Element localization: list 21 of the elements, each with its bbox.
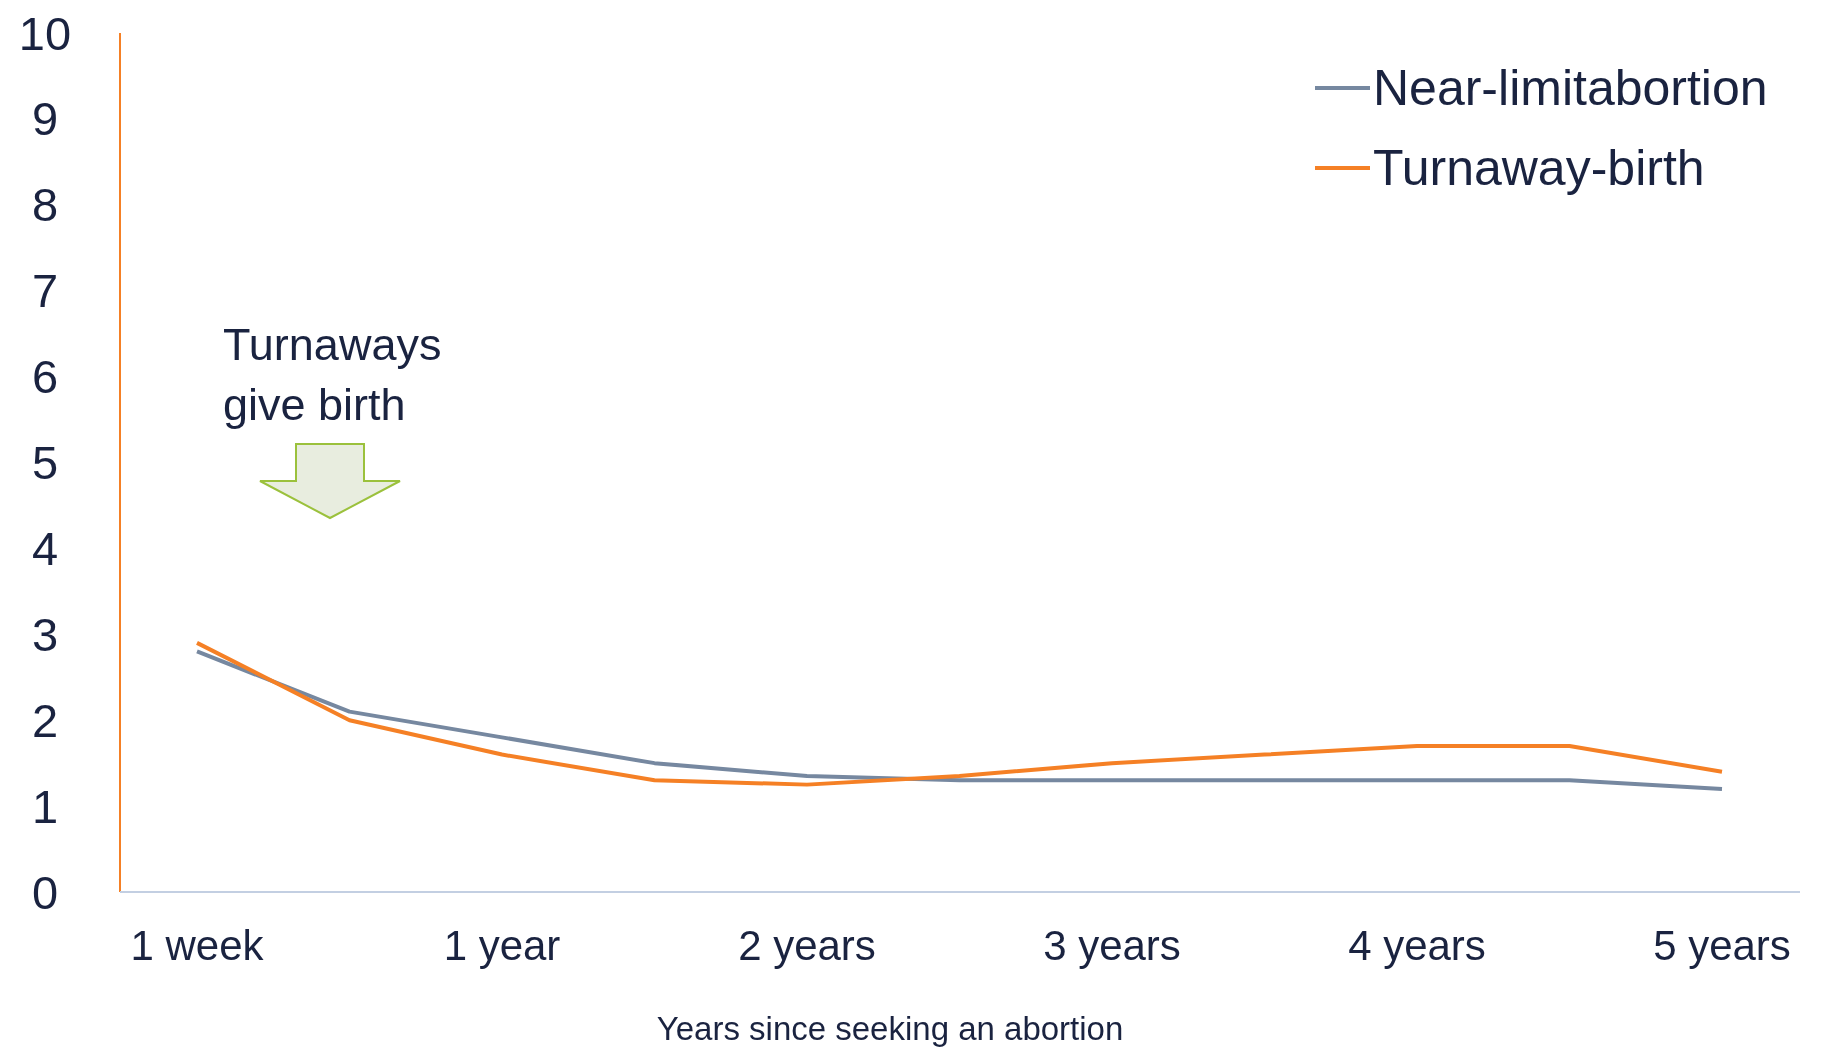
y-tick-label: 10 <box>18 6 72 60</box>
y-tick-label: 9 <box>31 92 59 146</box>
x-tick-label: 3 years <box>1043 922 1181 969</box>
y-tick-label: 2 <box>31 693 59 747</box>
y-tick-label: 8 <box>31 178 59 232</box>
y-tick-label: 4 <box>31 521 59 575</box>
y-tick-label: 5 <box>31 436 59 489</box>
y-tick-label: 1 <box>31 779 59 833</box>
x-tick-label: 1 year <box>443 922 561 969</box>
y-tick-label: 0 <box>31 865 59 919</box>
legend-label: Turnaway-birth <box>1373 140 1705 196</box>
y-tick-label: 3 <box>31 607 59 661</box>
annotation: Turnaways give birth <box>223 319 442 430</box>
x-tick-label: 1 week <box>130 922 265 969</box>
x-axis-title: Years since seeking an abortion <box>656 1010 1124 1047</box>
x-tick-label: 4 years <box>1348 922 1486 969</box>
y-tick-label: 6 <box>31 350 59 404</box>
x-tick-label: 5 years <box>1653 922 1791 969</box>
y-tick-label: 7 <box>31 264 59 318</box>
legend-label: Near-limitabortion <box>1373 60 1768 116</box>
x-tick-label: 2 years <box>738 922 876 969</box>
